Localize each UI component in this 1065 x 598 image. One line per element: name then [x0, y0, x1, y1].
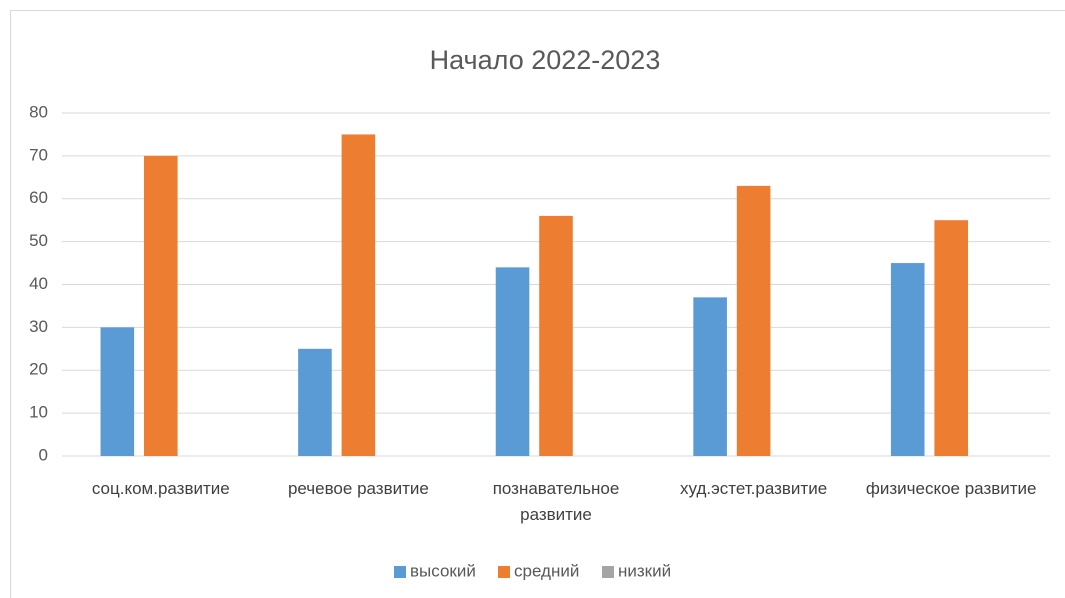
chart-title: Начало 2022-2023: [430, 45, 661, 75]
bar: [100, 327, 135, 456]
legend-label: средний: [514, 561, 579, 580]
y-tick-label: 20: [29, 360, 48, 379]
y-tick-label: 0: [39, 445, 48, 464]
x-tick-label: соц.ком.развитие: [91, 479, 230, 498]
x-tick-label: познавательное развитие: [492, 479, 620, 524]
bar: [144, 155, 178, 456]
x-tick-label: речевое развитие: [287, 479, 429, 498]
bar: [934, 220, 968, 456]
y-tick-label: 40: [29, 274, 48, 293]
legend-label: низкий: [618, 561, 671, 580]
legend-label: высокий: [410, 561, 476, 580]
bar: [693, 297, 727, 456]
legend-swatch: [602, 566, 614, 578]
legend-swatch: [394, 566, 406, 578]
y-tick-label: 10: [29, 403, 48, 422]
bar: [298, 348, 332, 456]
chart-border: [10, 10, 1065, 598]
bar: [495, 267, 530, 456]
bar: [890, 263, 925, 456]
y-tick-label: 60: [29, 188, 48, 207]
legend-swatch: [498, 566, 510, 578]
x-tick-label: физическое развитие: [865, 479, 1037, 498]
bar: [539, 215, 573, 456]
x-tick-label: худ.эстет.развитие: [680, 479, 828, 498]
y-tick-label: 50: [29, 231, 48, 250]
y-tick-label: 30: [29, 317, 48, 336]
bar: [736, 185, 771, 456]
bar: [341, 134, 376, 456]
y-tick-label: 70: [29, 145, 48, 164]
y-tick-label: 80: [29, 102, 48, 121]
